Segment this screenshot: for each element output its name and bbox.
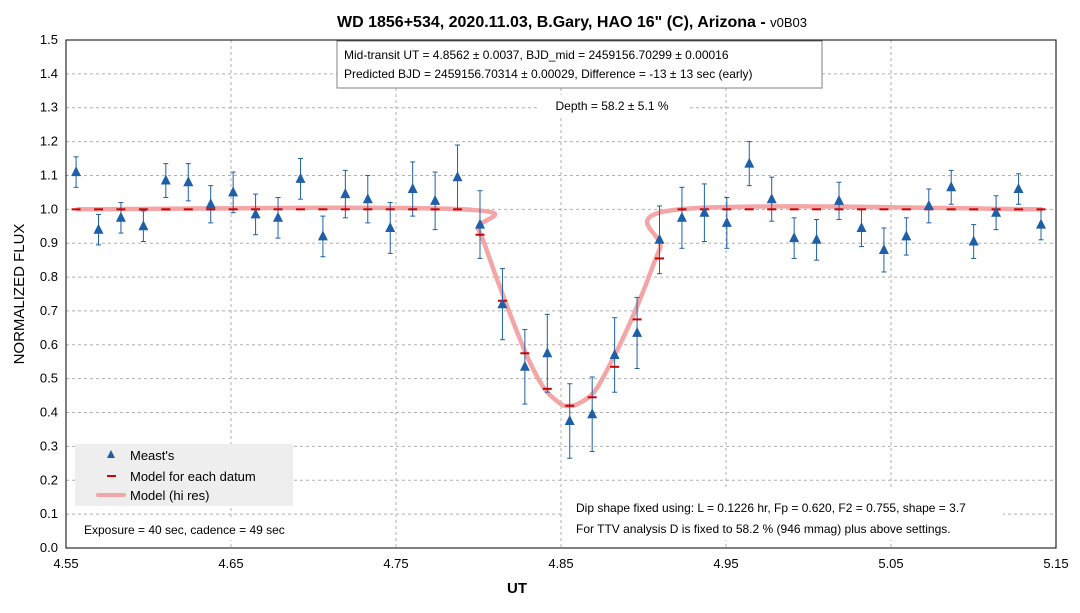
y-tick-label: 1.2 bbox=[40, 134, 58, 149]
measurement-point bbox=[430, 194, 441, 205]
measurement-point bbox=[878, 244, 889, 254]
measurement-point bbox=[183, 176, 194, 187]
y-tick-label: 0.1 bbox=[40, 506, 58, 521]
x-tick-label: 4.75 bbox=[383, 556, 408, 571]
dip-note-line1: Dip shape fixed using: L = 0.1226 hr, Fp… bbox=[576, 501, 966, 515]
x-tick-label: 4.85 bbox=[548, 556, 573, 571]
y-tick-label: 0.5 bbox=[40, 371, 58, 386]
measurement-point bbox=[452, 171, 463, 182]
measurement-point bbox=[923, 199, 934, 210]
measurement-point bbox=[991, 206, 1002, 217]
measurement-point bbox=[609, 349, 620, 359]
measurement-point bbox=[228, 186, 239, 197]
measurement-point bbox=[744, 157, 755, 168]
y-tick-label: 0.4 bbox=[40, 405, 58, 420]
measurement-point bbox=[385, 222, 396, 232]
depth-label-bg bbox=[540, 95, 688, 115]
y-tick-label: 0.6 bbox=[40, 337, 58, 352]
measurement-point bbox=[632, 326, 643, 337]
measurement-point bbox=[856, 222, 867, 232]
y-tick-label: 1.3 bbox=[40, 100, 58, 115]
y-tick-label: 0.9 bbox=[40, 235, 58, 250]
y-tick-label: 0.8 bbox=[40, 269, 58, 284]
measurement-point bbox=[205, 198, 216, 209]
dip-note-bg bbox=[563, 490, 1003, 540]
y-axis-ticks: 0.0 0.1 0.2 0.3 0.4 0.5 0.6 0.7 0.8 0.9 1.0 1.1 1.2 1… bbox=[40, 32, 58, 555]
measurement-point bbox=[1013, 183, 1024, 193]
measurement-point bbox=[721, 216, 732, 227]
y-tick-label: 0.3 bbox=[40, 438, 58, 453]
measurement-point bbox=[160, 174, 171, 185]
measurement-point bbox=[115, 211, 126, 222]
y-tick-label: 1.4 bbox=[40, 66, 58, 81]
x-tick-label: 4.95 bbox=[713, 556, 738, 571]
x-tick-label: 4.65 bbox=[218, 556, 243, 571]
y-tick-label: 0.0 bbox=[40, 540, 58, 555]
x-axis-ticks: 4.55 4.65 4.75 4.85 4.95 5.05 5.15 bbox=[53, 556, 1068, 571]
measurement-series bbox=[71, 157, 1046, 425]
chart-title: WD 1856+534, 2020.11.03, B.Gary, HAO 16"… bbox=[337, 14, 807, 31]
y-tick-label: 1.1 bbox=[40, 167, 58, 182]
y-axis-label: NORMALIZED FLUX bbox=[11, 224, 28, 365]
measurement-point bbox=[834, 194, 844, 205]
y-tick-label: 1.5 bbox=[40, 32, 58, 47]
measurement-point bbox=[71, 166, 82, 177]
info-box-line2: Predicted BJD = 2459156.70314 ± 0.00029,… bbox=[344, 67, 753, 81]
measurement-point bbox=[250, 208, 261, 219]
measurement-point bbox=[946, 181, 957, 192]
measurement-point bbox=[901, 230, 912, 241]
measurement-point bbox=[497, 298, 508, 309]
x-tick-label: 5.05 bbox=[878, 556, 903, 571]
measurement-point bbox=[564, 415, 575, 425]
measurement-point bbox=[138, 220, 149, 231]
x-axis-label: UT bbox=[507, 580, 527, 597]
measurement-point bbox=[362, 193, 373, 204]
legend-marker-measts bbox=[107, 450, 115, 458]
dip-note-line2: For TTV analysis D is fixed to 58.2 % (9… bbox=[576, 522, 951, 536]
measurement-point bbox=[542, 347, 553, 358]
measurement-point bbox=[811, 233, 822, 244]
measurement-point bbox=[93, 223, 104, 234]
chart-title-suffix: v0B03 bbox=[770, 15, 807, 30]
measurement-point bbox=[699, 206, 710, 217]
measurement-point bbox=[789, 232, 800, 243]
measurement-point bbox=[968, 235, 979, 246]
y-tick-label: 1.0 bbox=[40, 201, 58, 216]
exposure-note: Exposure = 40 sec, cadence = 49 sec bbox=[84, 523, 285, 537]
model-datum-series bbox=[71, 208, 1046, 407]
measurement-point bbox=[1036, 218, 1046, 229]
y-tick-label: 0.7 bbox=[40, 303, 58, 318]
measurement-point bbox=[273, 211, 283, 222]
y-tick-label: 0.2 bbox=[40, 472, 58, 487]
x-tick-label: 4.55 bbox=[53, 556, 78, 571]
depth-label: Depth = 58.2 ± 5.1 % bbox=[556, 99, 669, 113]
legend: Meast's Model for each datum Model (hi r… bbox=[75, 444, 293, 506]
measurement-point bbox=[340, 188, 351, 199]
x-tick-label: 5.15 bbox=[1043, 556, 1068, 571]
measurement-point bbox=[407, 183, 418, 193]
measurement-point bbox=[654, 233, 665, 244]
legend-label-model-hires: Model (hi res) bbox=[130, 488, 209, 503]
chart-title-main: WD 1856+534, 2020.11.03, B.Gary, HAO 16"… bbox=[337, 14, 770, 31]
info-box bbox=[336, 40, 823, 89]
measurement-point bbox=[317, 230, 328, 241]
legend-label-measts: Meast's bbox=[130, 448, 175, 463]
measurement-point bbox=[295, 172, 306, 183]
exposure-note-bg bbox=[72, 518, 317, 540]
measurement-point bbox=[475, 218, 485, 229]
measurement-point bbox=[587, 408, 598, 419]
measurement-point bbox=[676, 211, 687, 222]
plot-area-border bbox=[65, 39, 1057, 549]
measurement-point bbox=[766, 193, 777, 204]
legend-label-model-datum: Model for each datum bbox=[130, 469, 256, 484]
info-box-line1: Mid-transit UT = 4.8562 ± 0.0037, BJD_mi… bbox=[344, 48, 729, 62]
measurement-point bbox=[519, 360, 530, 371]
